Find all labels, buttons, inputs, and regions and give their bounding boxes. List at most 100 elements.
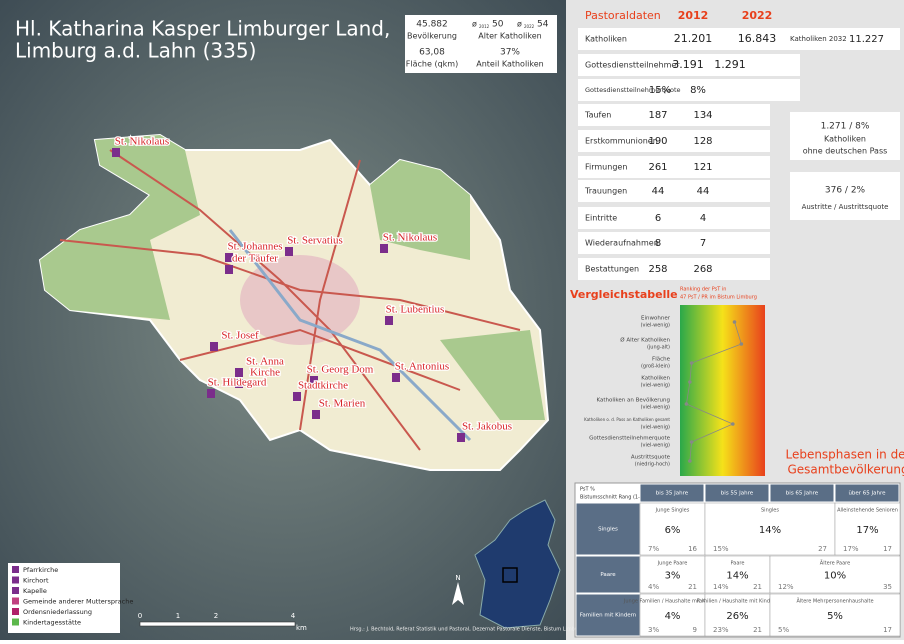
place-label: St. Marien [319,398,366,410]
stat-symbol: ø [517,20,522,29]
info-label: ohne deutschen Pass [803,147,888,156]
legend-swatch [12,597,19,605]
info-value: 1.271 / 8% [821,122,870,132]
rank-point [688,459,692,463]
place-label: Stadtkirche [298,380,348,392]
criterion: Katholiken [641,376,670,382]
row-header-label: Singles [598,527,618,533]
row-box [578,180,770,202]
credit: Hrsg.: J. Bechtold, Referat Statistik un… [350,627,583,633]
legend-label: Kapelle [23,587,47,595]
church-icon [385,316,393,325]
row-value: 134 [693,110,712,121]
cell-rank: 27 [818,545,827,553]
stat-value: 63,08 [419,48,445,58]
legend-swatch [12,587,19,594]
info-label: Katholiken [824,135,866,144]
cell-label: Junge Singles [655,508,690,514]
row-box [578,79,800,101]
cell [704,555,771,594]
row-value: 128 [693,136,712,147]
column-header-label: über 65 Jahre [848,491,886,497]
row-header [575,555,641,594]
forecast-label: Katholiken 2032 [790,35,847,43]
criterion-note: (groß-klein) [641,364,670,370]
place-label: St. Johannes [228,241,283,253]
cell-pct: 5% [827,611,843,622]
criterion-note: (viel-wenig) [641,443,670,449]
row-value: 121 [693,162,712,173]
stats-box [405,15,557,73]
cell-rank: 35 [883,583,892,591]
cell-avg: 14% [713,583,729,591]
church-icon [310,376,318,385]
stat-label: Bevölkerung [407,32,457,41]
row-value: 6 [655,213,661,224]
cell-pct: 14% [726,571,748,582]
row-header [575,593,641,637]
river [228,229,472,442]
cell-label: Junge Paare [657,561,688,567]
corner: Bistumsschnitt Rang (1-47) [580,495,648,501]
cell-label: Ältere Paare [820,560,850,567]
place-label: St. Hildegard [208,377,267,389]
church-icon [392,373,400,382]
title: Hl. Katharina Kasper Limburger Land, [15,17,390,41]
place-label: St. Nikolaus [383,232,437,244]
section-title: Gesamtbevölkerung [787,463,904,477]
cell-avg: 17% [843,545,859,553]
title: Limburg a.d. Lahn (335) [15,39,256,63]
rank-point [731,422,735,426]
row-label: Gottesdienstteilnehmerquote [585,86,681,94]
year: 2022 [742,9,773,22]
cell [834,502,901,556]
church-icon [225,253,233,262]
church-icon [235,368,243,377]
info-box [790,112,900,160]
stat-sub: 2022 [524,24,535,29]
cell-rank: 9 [693,626,697,634]
cell-label: Familien / Haushalte mit Kindern [697,599,779,605]
column-header [704,483,770,503]
row-label: Taufen [584,111,611,120]
cell-avg: 5% [778,626,789,634]
row-value: 7 [700,238,706,249]
rank-point [689,440,694,444]
row-value: 21.201 [674,32,713,45]
cell-pct: 26% [726,611,748,622]
criterion: Katholiken an Bevölkerung [596,398,670,404]
legend-swatch [12,566,19,573]
stat-value: 50 [492,20,504,30]
place-label: St. Josef [221,330,259,342]
section-title: Vergleichstabelle [570,288,678,301]
info-label: Austritte / Austrittsquote [802,203,889,211]
cell [769,593,901,637]
column-header-label: bis 35 Jahre [656,491,689,497]
row-value: 8 [655,238,661,249]
row-label: Katholiken [585,35,627,44]
row-box [578,104,770,126]
cell-avg: 23% [713,626,729,634]
row-value: 8% [690,85,706,96]
criterion: Austrittsquote [631,455,671,461]
cell [639,502,706,556]
row-label: Erstkommunionen [585,137,658,146]
row-box [578,232,770,254]
church-icon [457,433,465,442]
church-icon [380,244,388,253]
row-box [578,207,770,229]
stat-value: 45.882 [416,20,448,30]
place-label: St. Georg Dom [307,364,374,376]
church-icon [210,342,218,351]
criterion-note: (viel-wenig) [641,383,670,389]
row-value: 16.843 [738,32,777,45]
stat-symbol: ø [472,20,477,29]
row-value: 3.191 [672,58,704,71]
cell-label: Ältere Mehrpersonenhaushalte [796,598,873,605]
church-icon [207,389,215,398]
row-value: 258 [648,264,667,275]
cell-pct: 4% [665,611,681,622]
row-label: Gottesdienstteilnehmer [585,61,680,70]
